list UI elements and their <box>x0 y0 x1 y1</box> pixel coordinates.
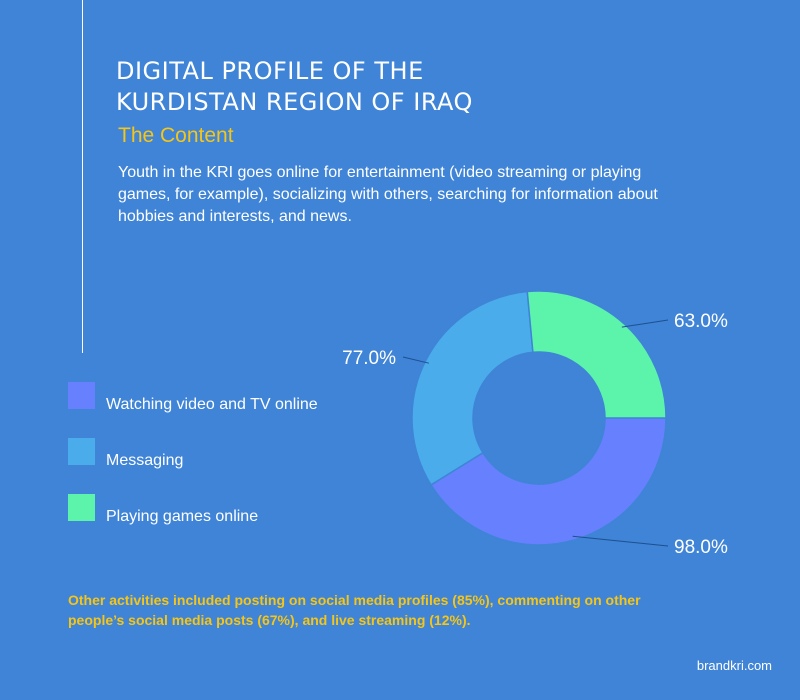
leader-line-messaging <box>402 356 430 364</box>
decorative-vertical-line <box>82 0 83 353</box>
leader-line-playing-games <box>621 319 669 328</box>
leader-line-watching-video <box>572 535 669 547</box>
footnote-text: Other activities included posting on soc… <box>68 592 641 628</box>
legend-swatch-watching-video <box>68 382 95 409</box>
donut-slice-messaging <box>411 290 534 486</box>
legend-swatch-playing-games <box>68 494 95 521</box>
legend-label-watching-video: Watching video and TV online <box>106 396 318 413</box>
description-text: Youth in the KRI goes online for enterta… <box>118 164 658 225</box>
data-label-messaging: 77.0% <box>342 348 396 369</box>
data-label-playing-games: 63.0% <box>674 311 728 332</box>
legend-swatch-messaging <box>68 438 95 465</box>
legend-item-watching-video: Watching video and TV online <box>68 382 428 413</box>
page-title: DIGITAL PROFILE OF THE KURDISTAN REGION … <box>116 56 676 118</box>
legend-label-playing-games: Playing games online <box>106 508 259 525</box>
legend-label-messaging: Messaging <box>106 452 184 469</box>
page-title-line-2: KURDISTAN REGION OF IRAQ <box>116 88 473 116</box>
data-label-watching-video: 98.0% <box>674 537 728 558</box>
legend-item-playing-games: Playing games online <box>68 494 428 525</box>
page-title-line-1: DIGITAL PROFILE OF THE <box>116 57 424 85</box>
legend-item-messaging: Messaging <box>68 438 428 469</box>
section-subtitle: The Content <box>118 124 234 147</box>
donut-slice-playing-games <box>526 290 667 419</box>
donut-slice-watching-video <box>429 417 667 546</box>
brand-link[interactable]: brandkri.com <box>696 658 772 673</box>
